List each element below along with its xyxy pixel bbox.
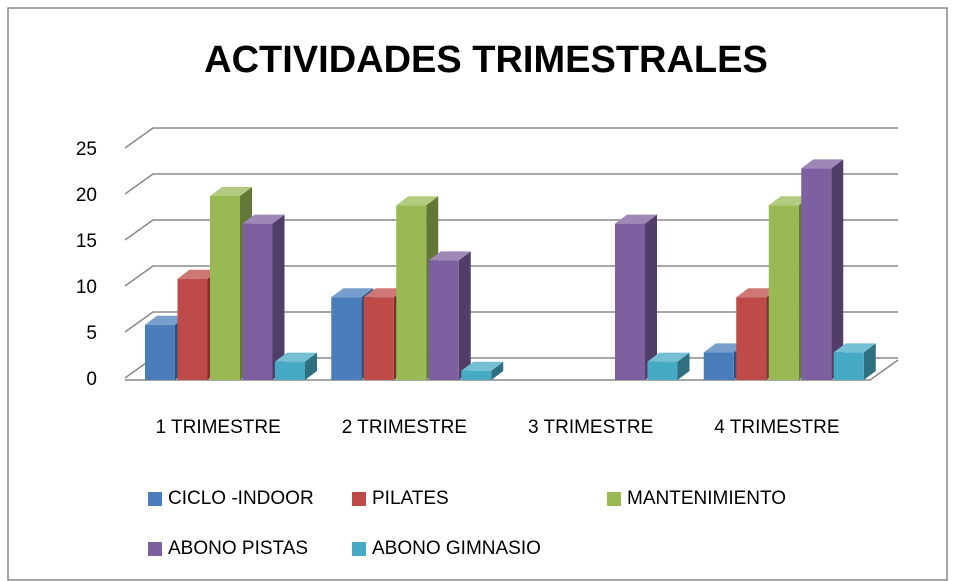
bar <box>833 343 876 380</box>
bar <box>615 214 657 380</box>
legend-label: CICLO -INDOOR <box>168 488 314 509</box>
y-tick-label: 15 <box>76 231 97 252</box>
legend-label: MANTENIMIENTO <box>627 488 786 509</box>
legend-label: PILATES <box>372 488 449 509</box>
legend-swatch <box>352 492 366 506</box>
y-tick-label: 5 <box>86 323 97 344</box>
chart-title: ACTIVIDADES TRIMESTRALES <box>204 39 768 81</box>
y-tick-label: 25 <box>76 139 97 160</box>
bar <box>647 352 690 380</box>
legend-swatch <box>607 492 621 506</box>
bar <box>275 352 317 380</box>
bar <box>428 251 471 380</box>
bar <box>461 361 504 380</box>
x-tick-label: 4 TRIMESTRE <box>714 417 839 438</box>
y-tick-label: 20 <box>76 185 97 206</box>
grid-line <box>124 127 898 149</box>
y-tick-label: 0 <box>86 369 97 390</box>
x-tick-label: 2 TRIMESTRE <box>342 417 467 438</box>
legend-swatch <box>352 542 366 556</box>
x-tick-label: 1 TRIMESTRE <box>155 417 280 438</box>
grid-line <box>124 173 898 195</box>
x-tick-label: 3 TRIMESTRE <box>528 417 653 438</box>
y-tick-label: 10 <box>76 277 97 298</box>
legend-swatch <box>148 542 162 556</box>
bar <box>801 159 844 380</box>
legend-label: ABONO PISTAS <box>168 538 308 559</box>
bar <box>242 214 285 380</box>
legend-label: ABONO GIMNASIO <box>372 538 541 559</box>
legend-swatch <box>148 492 162 506</box>
